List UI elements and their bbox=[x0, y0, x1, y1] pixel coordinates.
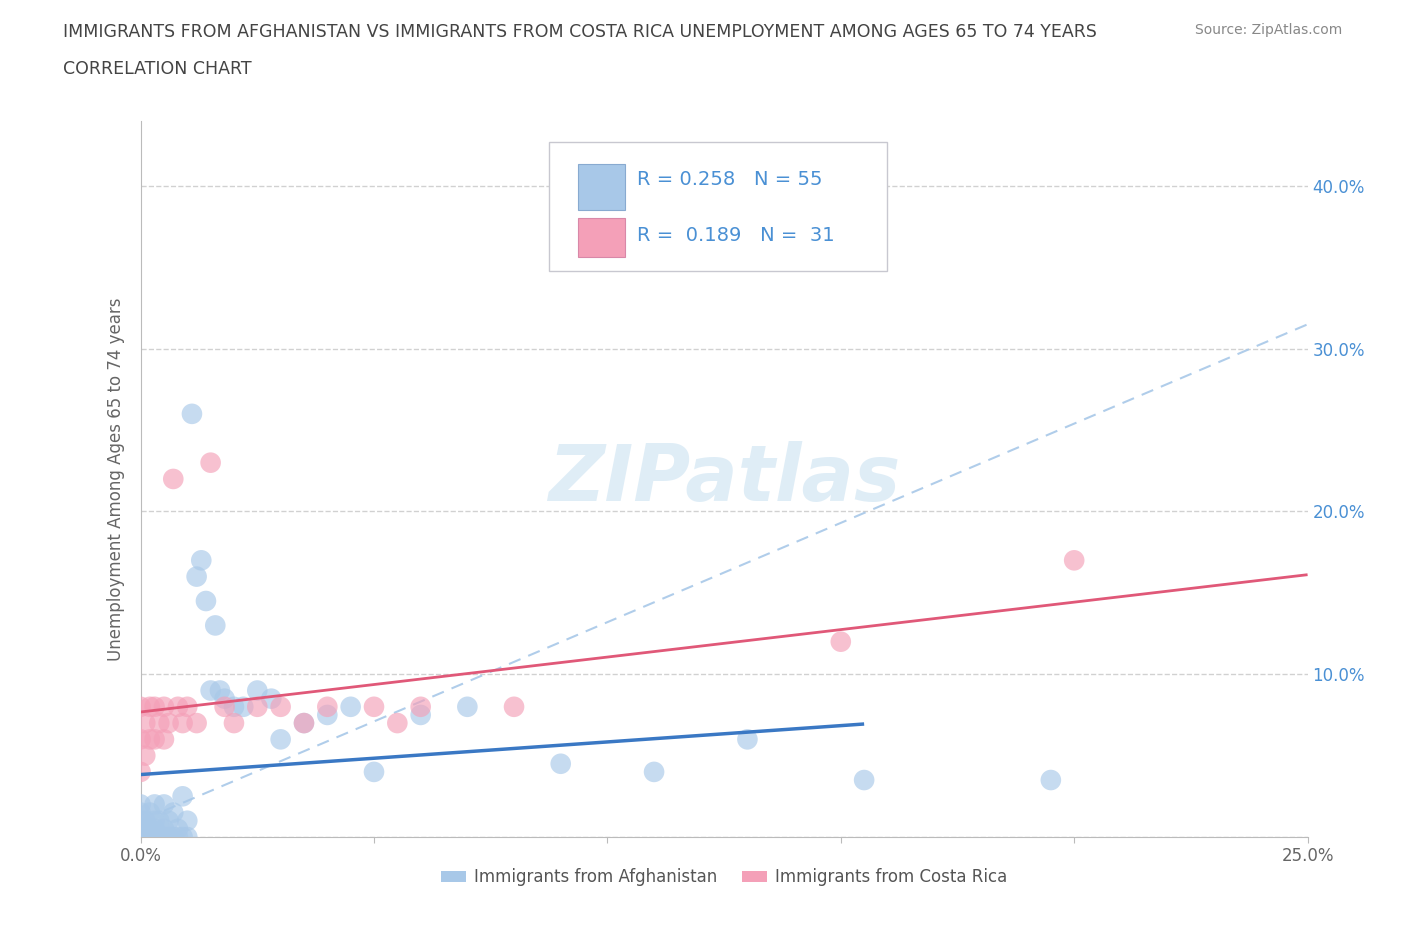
Point bbox=[204, 618, 226, 633]
Point bbox=[139, 699, 162, 714]
Point bbox=[139, 805, 162, 820]
Point bbox=[134, 830, 156, 844]
Point bbox=[143, 813, 166, 829]
Text: IMMIGRANTS FROM AFGHANISTAN VS IMMIGRANTS FROM COSTA RICA UNEMPLOYMENT AMONG AGE: IMMIGRANTS FROM AFGHANISTAN VS IMMIGRANT… bbox=[63, 23, 1097, 41]
Point bbox=[143, 830, 166, 844]
Point bbox=[387, 716, 409, 731]
Point bbox=[129, 821, 152, 836]
Point bbox=[153, 699, 176, 714]
Point bbox=[134, 748, 156, 763]
Point bbox=[129, 813, 152, 829]
Point bbox=[200, 683, 222, 698]
Point bbox=[186, 716, 208, 731]
Text: Source: ZipAtlas.com: Source: ZipAtlas.com bbox=[1195, 23, 1343, 37]
Point bbox=[292, 716, 315, 731]
Point bbox=[143, 732, 166, 747]
Point bbox=[139, 830, 162, 844]
Point bbox=[363, 699, 385, 714]
Point bbox=[186, 569, 208, 584]
Point bbox=[148, 813, 170, 829]
Point bbox=[181, 406, 204, 421]
Point bbox=[157, 830, 180, 844]
Point bbox=[129, 764, 152, 779]
Point bbox=[246, 683, 269, 698]
Point bbox=[129, 805, 152, 820]
Point bbox=[157, 813, 180, 829]
Point bbox=[503, 699, 526, 714]
Point bbox=[167, 830, 190, 844]
Point bbox=[172, 830, 194, 844]
Point bbox=[222, 716, 245, 731]
Point bbox=[157, 716, 180, 731]
Point bbox=[129, 732, 152, 747]
Point bbox=[456, 699, 478, 714]
Point bbox=[222, 699, 245, 714]
Point bbox=[409, 699, 432, 714]
Point bbox=[143, 821, 166, 836]
Point bbox=[162, 830, 184, 844]
Point bbox=[1063, 552, 1085, 567]
Point bbox=[176, 813, 198, 829]
Point bbox=[143, 699, 166, 714]
Point bbox=[176, 699, 198, 714]
Point bbox=[129, 830, 152, 844]
FancyBboxPatch shape bbox=[548, 142, 887, 272]
Point bbox=[148, 716, 170, 731]
Point bbox=[1039, 773, 1062, 788]
Point bbox=[162, 472, 184, 486]
Point bbox=[214, 699, 236, 714]
Point bbox=[153, 830, 176, 844]
Point bbox=[139, 821, 162, 836]
Point bbox=[167, 699, 190, 714]
Point bbox=[208, 683, 231, 698]
Point bbox=[190, 552, 212, 567]
Point bbox=[172, 716, 194, 731]
Point bbox=[232, 699, 254, 714]
Point bbox=[194, 593, 217, 608]
Point bbox=[143, 797, 166, 812]
Point bbox=[214, 691, 236, 706]
Text: CORRELATION CHART: CORRELATION CHART bbox=[63, 60, 252, 78]
Point bbox=[316, 699, 339, 714]
Point bbox=[260, 691, 283, 706]
Point bbox=[172, 789, 194, 804]
Point bbox=[129, 797, 152, 812]
Point bbox=[339, 699, 361, 714]
Text: R =  0.189   N =  31: R = 0.189 N = 31 bbox=[637, 226, 834, 245]
Point bbox=[409, 708, 432, 723]
Point bbox=[167, 821, 190, 836]
Point bbox=[363, 764, 385, 779]
Point bbox=[134, 716, 156, 731]
FancyBboxPatch shape bbox=[578, 164, 624, 210]
Point bbox=[270, 699, 292, 714]
Point bbox=[246, 699, 269, 714]
Point bbox=[153, 821, 176, 836]
Point bbox=[139, 732, 162, 747]
Text: ZIPatlas: ZIPatlas bbox=[548, 441, 900, 517]
FancyBboxPatch shape bbox=[578, 218, 624, 257]
Point bbox=[316, 708, 339, 723]
Text: R = 0.258   N = 55: R = 0.258 N = 55 bbox=[637, 170, 823, 189]
Point bbox=[176, 830, 198, 844]
Point bbox=[162, 805, 184, 820]
Point bbox=[129, 699, 152, 714]
Point bbox=[153, 732, 176, 747]
Point bbox=[200, 455, 222, 470]
Point bbox=[853, 773, 876, 788]
Point bbox=[270, 732, 292, 747]
Y-axis label: Unemployment Among Ages 65 to 74 years: Unemployment Among Ages 65 to 74 years bbox=[107, 298, 125, 660]
Point bbox=[129, 830, 152, 844]
Point bbox=[134, 821, 156, 836]
Point bbox=[643, 764, 665, 779]
Point bbox=[148, 830, 170, 844]
Point bbox=[550, 756, 572, 771]
Point bbox=[153, 797, 176, 812]
Point bbox=[134, 813, 156, 829]
Point bbox=[830, 634, 852, 649]
Point bbox=[737, 732, 759, 747]
Legend: Immigrants from Afghanistan, Immigrants from Costa Rica: Immigrants from Afghanistan, Immigrants … bbox=[434, 862, 1014, 893]
Point bbox=[292, 716, 315, 731]
